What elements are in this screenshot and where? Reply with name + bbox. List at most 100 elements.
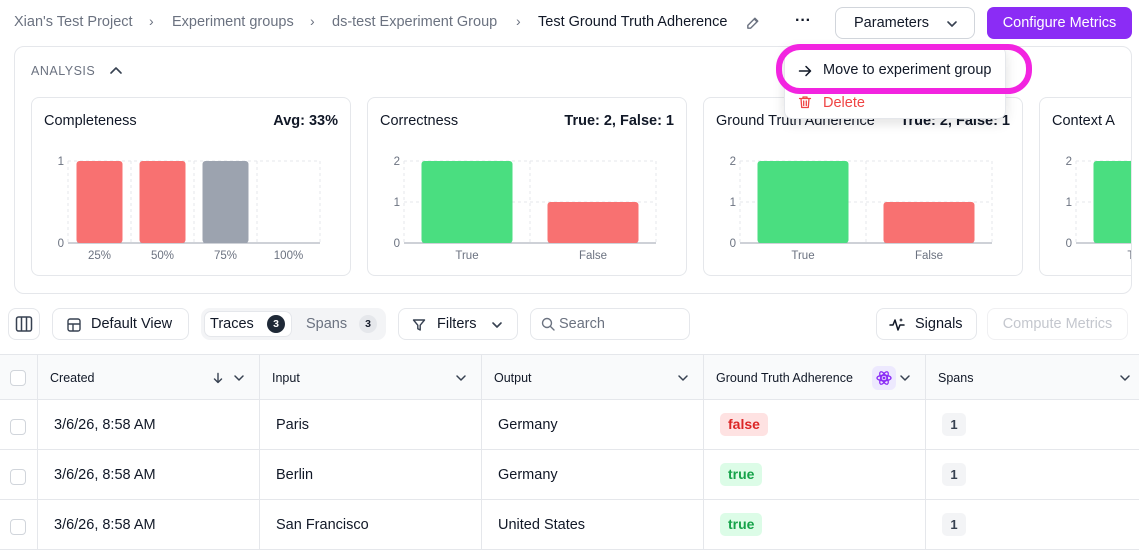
cell-spans: 1 [926, 500, 1139, 549]
table-row[interactable]: 3/6/26, 8:58 AM San Francisco United Sta… [0, 500, 1139, 550]
parameters-label: Parameters [854, 15, 929, 31]
cell-gta: true [704, 450, 926, 499]
breadcrumb-project[interactable]: Xian's Test Project [14, 14, 133, 30]
x-tick-label: True [1127, 250, 1132, 262]
table-header: Created Input Output Ground Truth Adhere… [0, 354, 1139, 400]
bar[interactable] [139, 161, 186, 243]
column-input-label: Input [272, 371, 300, 385]
breadcrumb-chevron-icon: › [310, 13, 315, 29]
configure-metrics-button[interactable]: Configure Metrics [987, 7, 1132, 39]
breadcrumb-chevron-icon: › [516, 13, 521, 29]
columns-icon [15, 316, 33, 332]
cell-output: United States [482, 500, 704, 549]
card-title: Completeness [44, 113, 137, 129]
bar[interactable] [1093, 161, 1133, 243]
y-tick-label: 2 [1066, 156, 1072, 168]
tab-spans-label[interactable]: Spans [306, 316, 348, 332]
row-checkbox[interactable] [10, 469, 26, 485]
pencil-icon[interactable] [745, 14, 762, 31]
y-tick-label: 0 [394, 238, 400, 250]
input-value: Berlin [276, 467, 314, 483]
spans-count: 1 [942, 413, 966, 436]
atom-icon [876, 371, 892, 385]
menu-item-delete[interactable]: Delete [785, 93, 1007, 123]
column-output[interactable]: Output [482, 355, 704, 400]
chevron-up-icon[interactable] [109, 64, 123, 78]
metric-card-completeness: 1 0 25% 50% 75% 100% Completeness Avg: 33% [31, 97, 351, 276]
chevron-down-icon[interactable] [233, 372, 245, 384]
chevron-down-icon [947, 21, 957, 27]
created-value: 3/6/26, 8:58 AM [54, 517, 156, 533]
card-title: Context A [1052, 113, 1115, 129]
cell-gta: true [704, 500, 926, 549]
x-tick-label: 75% [214, 250, 237, 262]
y-tick-label: 0 [730, 238, 736, 250]
column-ground-truth-adherence[interactable]: Ground Truth Adherence [704, 355, 926, 400]
parameters-button[interactable]: Parameters [835, 7, 975, 39]
columns-toggle-button[interactable] [8, 308, 40, 340]
row-checkbox[interactable] [10, 419, 26, 435]
cell-input: Paris [260, 400, 482, 449]
x-tick-label: True [791, 250, 814, 262]
row-checkbox[interactable] [10, 519, 26, 535]
x-tick-label: 100% [274, 250, 303, 262]
select-all-checkbox[interactable] [10, 370, 26, 386]
y-tick-label: 0 [58, 238, 64, 250]
chevron-down-icon[interactable] [677, 372, 689, 384]
y-tick-label: 2 [730, 156, 736, 168]
y-tick-label: 1 [394, 197, 400, 209]
default-view-button[interactable]: Default View [52, 308, 189, 340]
cell-input: San Francisco [260, 500, 482, 549]
delete-label: Delete [823, 95, 865, 111]
chevron-down-icon[interactable] [455, 372, 467, 384]
column-created[interactable]: Created [38, 355, 260, 400]
table-row[interactable]: 3/6/26, 8:58 AM Paris Germany false 1 [0, 400, 1139, 450]
filters-button[interactable]: Filters [398, 308, 518, 340]
bar[interactable] [76, 161, 123, 243]
column-gta-label: Ground Truth Adherence [716, 371, 853, 385]
more-options-button[interactable]: ··· [795, 12, 811, 29]
column-input[interactable]: Input [260, 355, 482, 400]
chevron-down-icon [492, 322, 502, 328]
gta-badge: true [720, 463, 763, 486]
breadcrumb-experiment-group[interactable]: ds-test Experiment Group [332, 14, 498, 30]
bar[interactable] [421, 161, 513, 243]
column-output-label: Output [494, 371, 532, 385]
header-select-cell [0, 355, 38, 400]
sort-arrow-down-icon[interactable] [212, 372, 224, 384]
x-tick-label: 50% [151, 250, 174, 262]
move-to-group-label: Move to experiment group [823, 62, 992, 78]
table-row[interactable]: 3/6/26, 8:58 AM Berlin Germany true 1 [0, 450, 1139, 500]
metric-icon-wrapper[interactable] [872, 366, 896, 390]
bar[interactable] [883, 202, 975, 243]
y-tick-label: 1 [730, 197, 736, 209]
input-value: San Francisco [276, 517, 369, 533]
y-tick-label: 1 [1066, 197, 1072, 209]
cell-input: Berlin [260, 450, 482, 499]
output-value: Germany [498, 467, 558, 483]
menu-item-move-to-group[interactable]: Move to experiment group [785, 55, 1007, 85]
traces-count-badge: 3 [267, 315, 285, 333]
signals-label: Signals [915, 316, 963, 332]
page-header: Xian's Test Project › Experiment groups … [0, 0, 1139, 46]
bar[interactable] [547, 202, 639, 243]
tab-traces-label[interactable]: Traces [210, 316, 254, 332]
gta-badge: true [720, 513, 763, 536]
created-value: 3/6/26, 8:58 AM [54, 467, 156, 483]
spans-count: 1 [942, 463, 966, 486]
cell-created: 3/6/26, 8:58 AM [38, 400, 260, 449]
bar[interactable] [202, 161, 249, 243]
chevron-down-icon[interactable] [1119, 372, 1131, 384]
x-tick-label: True [455, 250, 478, 262]
breadcrumb-experiment-groups[interactable]: Experiment groups [172, 14, 294, 30]
bar[interactable] [757, 161, 849, 243]
search-icon [541, 317, 555, 331]
signals-button[interactable]: Signals [876, 308, 977, 340]
metric-card-context: 2 1 0 True Context A [1039, 97, 1133, 276]
column-spans[interactable]: Spans [926, 355, 1139, 400]
compute-metrics-button[interactable]: Compute Metrics [987, 308, 1128, 340]
y-tick-label: 1 [58, 156, 64, 168]
y-tick-label: 2 [394, 156, 400, 168]
chevron-down-icon[interactable] [899, 372, 911, 384]
search-input[interactable] [530, 308, 690, 340]
